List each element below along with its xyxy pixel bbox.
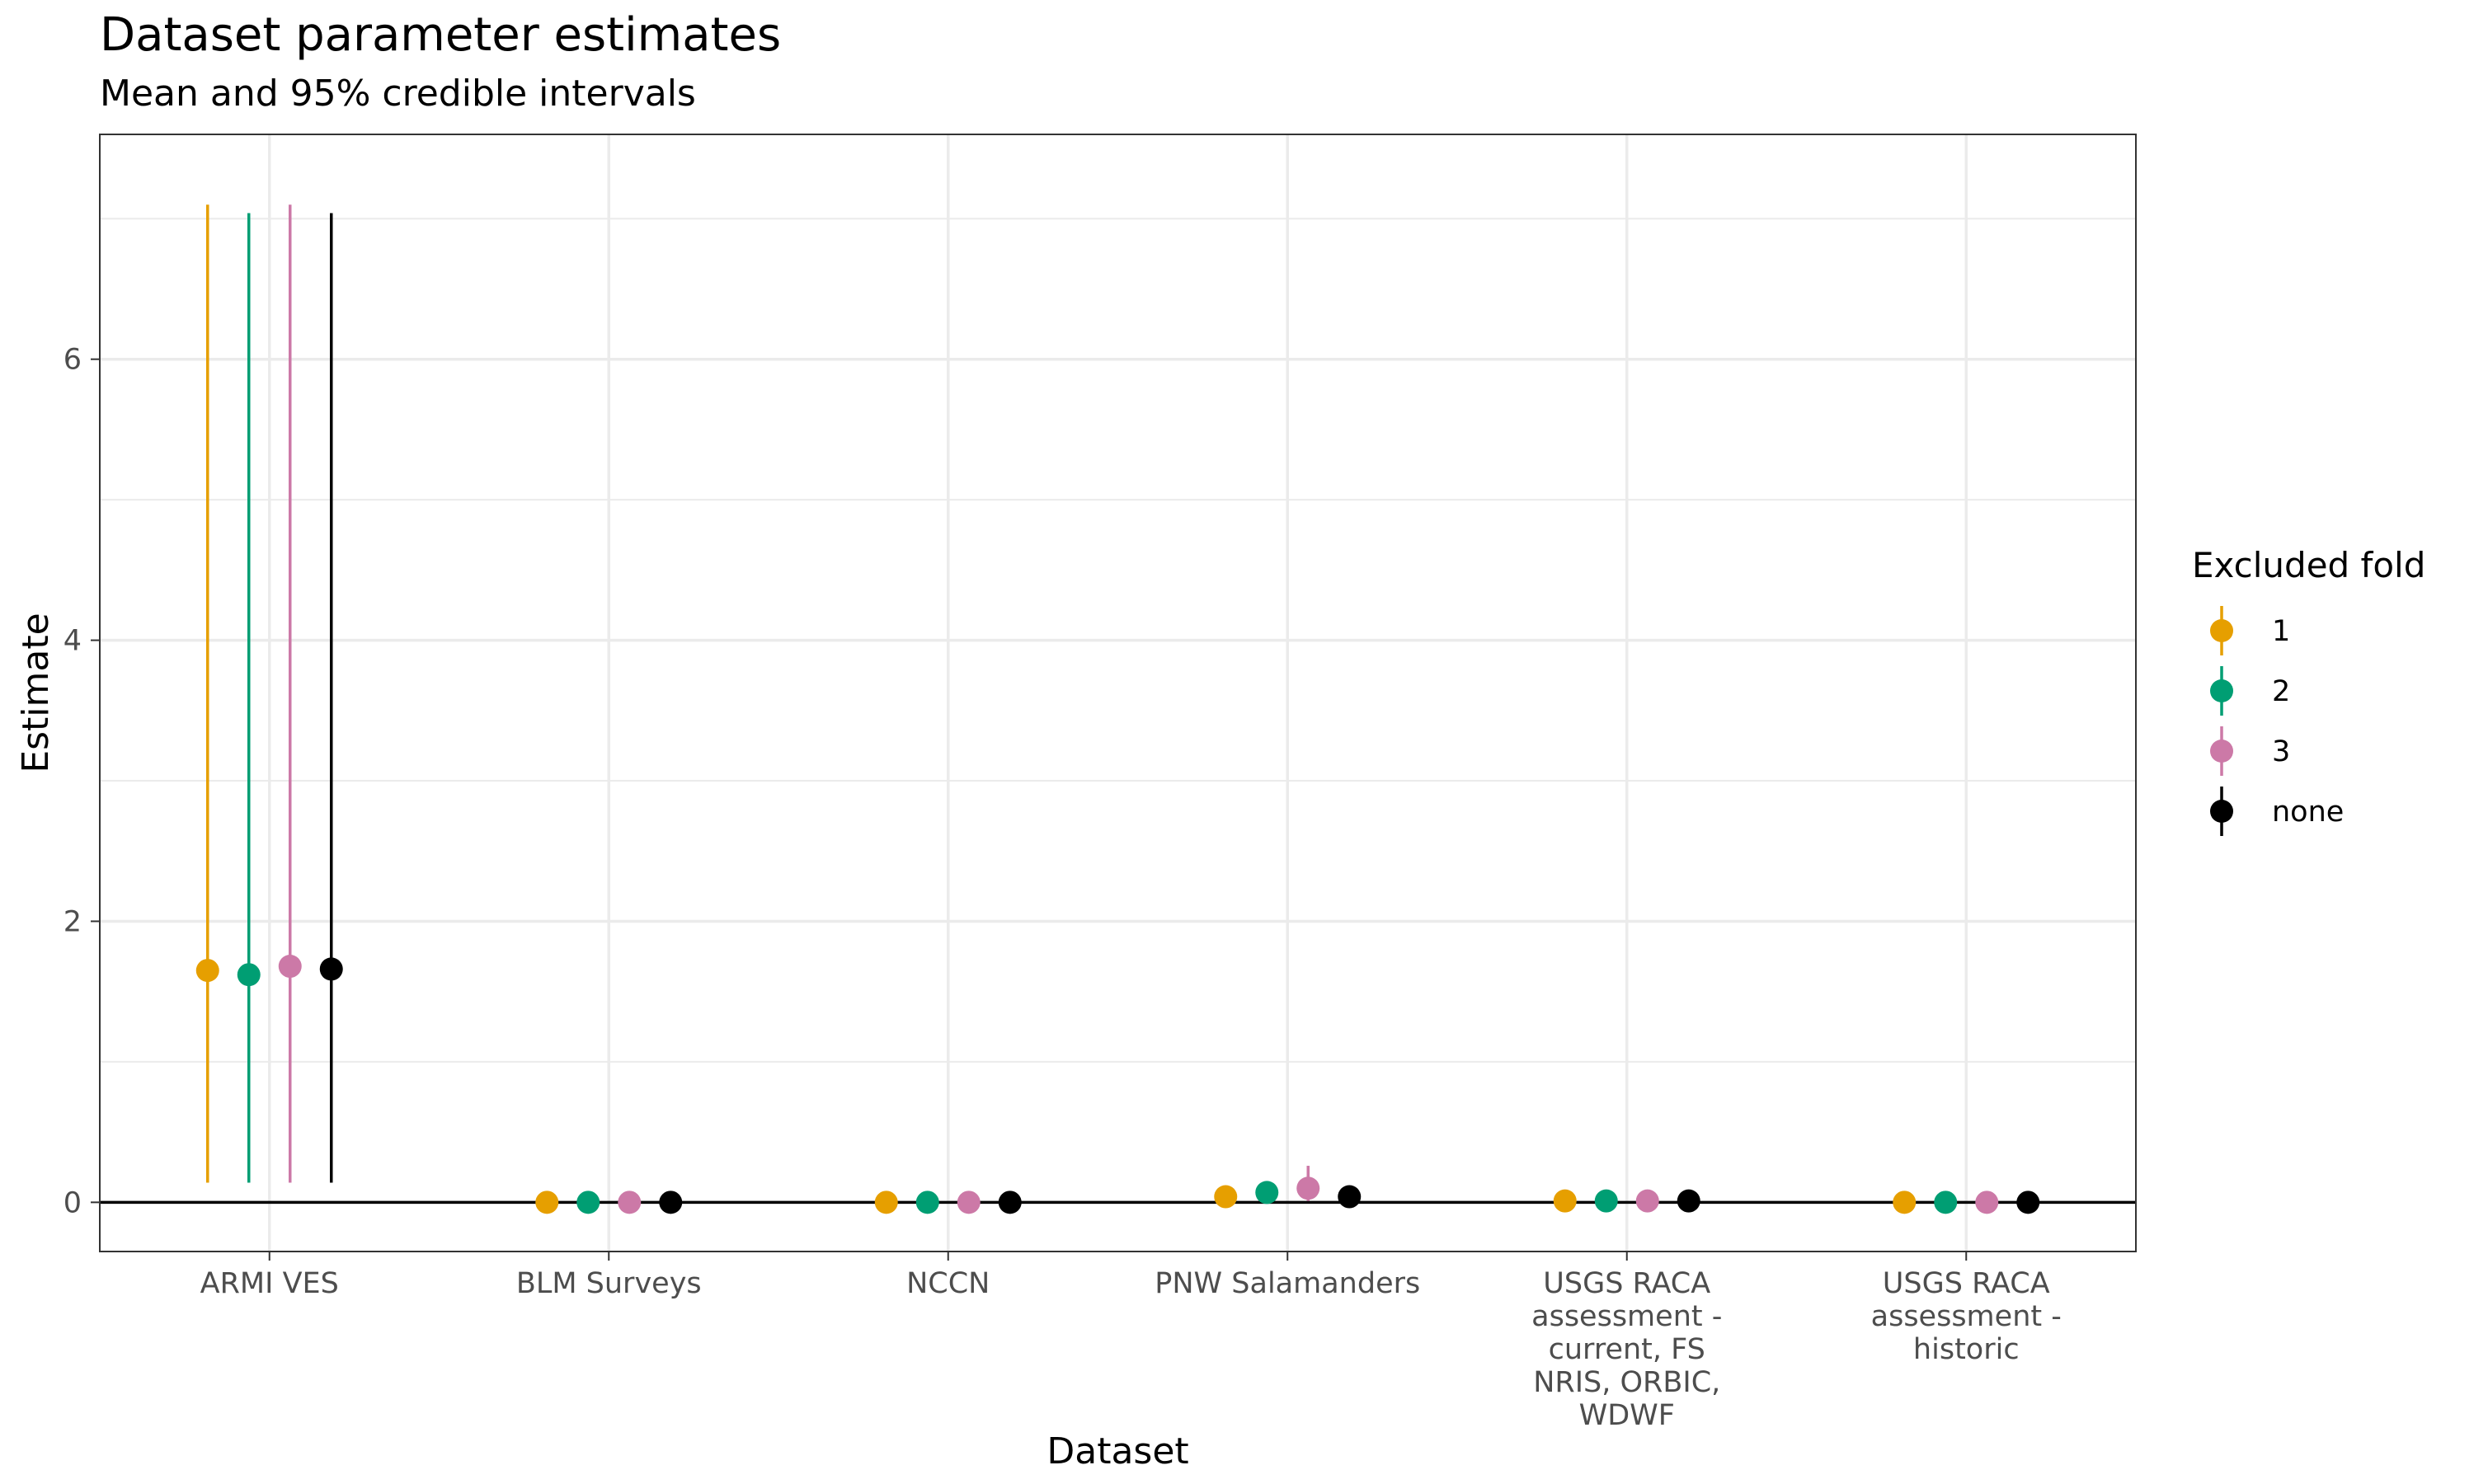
legend-label: none xyxy=(2272,796,2344,829)
chart-subtitle: Mean and 95% credible intervals xyxy=(100,73,696,115)
x-tick-label-line: current, FS xyxy=(1549,1333,1705,1366)
mean-point xyxy=(1255,1181,1279,1205)
x-tick-label: NCCN xyxy=(906,1267,990,1300)
x-tick-label-line: assessment - xyxy=(1871,1300,2062,1333)
mean-point xyxy=(2016,1190,2040,1214)
y-tick-label: 2 xyxy=(63,905,82,938)
panel-border xyxy=(99,134,2137,1252)
grid-layer xyxy=(100,134,2136,1252)
series-layer xyxy=(195,204,2040,1214)
y-tick-label: 6 xyxy=(63,344,82,377)
mean-point xyxy=(659,1190,683,1214)
x-tick-label-line: ARMI VES xyxy=(200,1267,339,1300)
legend-label: 1 xyxy=(2272,615,2290,648)
mean-point xyxy=(874,1190,898,1214)
x-tick-label-line: PNW Salamanders xyxy=(1155,1267,1420,1300)
mean-point xyxy=(1338,1185,1362,1209)
mean-point xyxy=(1893,1190,1917,1214)
mean-point xyxy=(957,1190,981,1214)
y-tick-label: 4 xyxy=(63,625,82,658)
x-axis-title: Dataset xyxy=(1047,1430,1188,1472)
x-tick-label-line: assessment - xyxy=(1531,1300,1722,1333)
x-tick-label: USGS RACA assessment -current, FS NRIS, OR… xyxy=(1531,1267,1722,1432)
mean-point xyxy=(319,957,343,981)
legend-item-3: 3 xyxy=(2210,726,2290,776)
panel-background xyxy=(100,134,2136,1252)
legend-key-point xyxy=(2210,740,2233,763)
x-tick-label-line: USGS RACA xyxy=(1883,1267,2050,1300)
x-tick-label: ARMI VES xyxy=(200,1267,339,1300)
x-tick-label-line: NCCN xyxy=(906,1267,990,1300)
axis-layer: 0 2 4 6 ARMI VES BLM Surveys NCCN PNW Salamande… xyxy=(63,344,2062,1432)
x-tick-label-line: USGS RACA xyxy=(1543,1267,1710,1300)
x-tick-label-line: NRIS, ORBIC, xyxy=(1533,1366,1720,1399)
legend-key-point xyxy=(2210,679,2233,702)
x-tick-label-line: BLM Surveys xyxy=(516,1267,702,1300)
mean-point xyxy=(278,955,302,979)
mean-point xyxy=(1635,1189,1659,1213)
mean-point xyxy=(618,1190,642,1214)
legend-item-2: 2 xyxy=(2210,666,2290,716)
x-tick-label: PNW Salamanders xyxy=(1155,1267,1420,1300)
legend-item-none: none xyxy=(2210,787,2344,836)
mean-point xyxy=(195,959,219,983)
series-none xyxy=(319,213,2040,1214)
x-tick-label-line: historic xyxy=(1913,1333,2020,1366)
mean-point xyxy=(535,1190,559,1214)
mean-point xyxy=(576,1190,600,1214)
legend-label: 3 xyxy=(2272,735,2290,768)
legend: Excluded fold 1 2 3 none xyxy=(2192,545,2425,836)
x-tick-label: BLM Surveys xyxy=(516,1267,702,1300)
mean-point xyxy=(998,1190,1022,1214)
mean-point xyxy=(1975,1190,1999,1214)
mean-point xyxy=(1934,1190,1958,1214)
y-tick-label: 0 xyxy=(63,1186,82,1219)
mean-point xyxy=(1296,1176,1320,1200)
mean-point xyxy=(1553,1189,1577,1213)
x-tick-label: USGS RACA assessment -historic xyxy=(1871,1267,2062,1366)
mean-point xyxy=(915,1190,939,1214)
chart-title: Dataset parameter estimates xyxy=(100,8,782,62)
series-3 xyxy=(278,204,1999,1214)
x-tick-label-line: WDWF xyxy=(1579,1399,1675,1432)
legend-label: 2 xyxy=(2272,675,2290,708)
mean-point xyxy=(1214,1185,1238,1209)
legend-item-1: 1 xyxy=(2210,606,2290,655)
legend-key-point xyxy=(2210,619,2233,642)
y-axis-title: Estimate xyxy=(15,613,57,773)
mean-point xyxy=(237,963,261,987)
mean-point xyxy=(1677,1189,1700,1213)
legend-key-point xyxy=(2210,800,2233,823)
series-2 xyxy=(237,213,1958,1214)
legend-title: Excluded fold xyxy=(2192,545,2425,585)
mean-point xyxy=(1594,1189,1618,1213)
series-1 xyxy=(195,204,1917,1214)
